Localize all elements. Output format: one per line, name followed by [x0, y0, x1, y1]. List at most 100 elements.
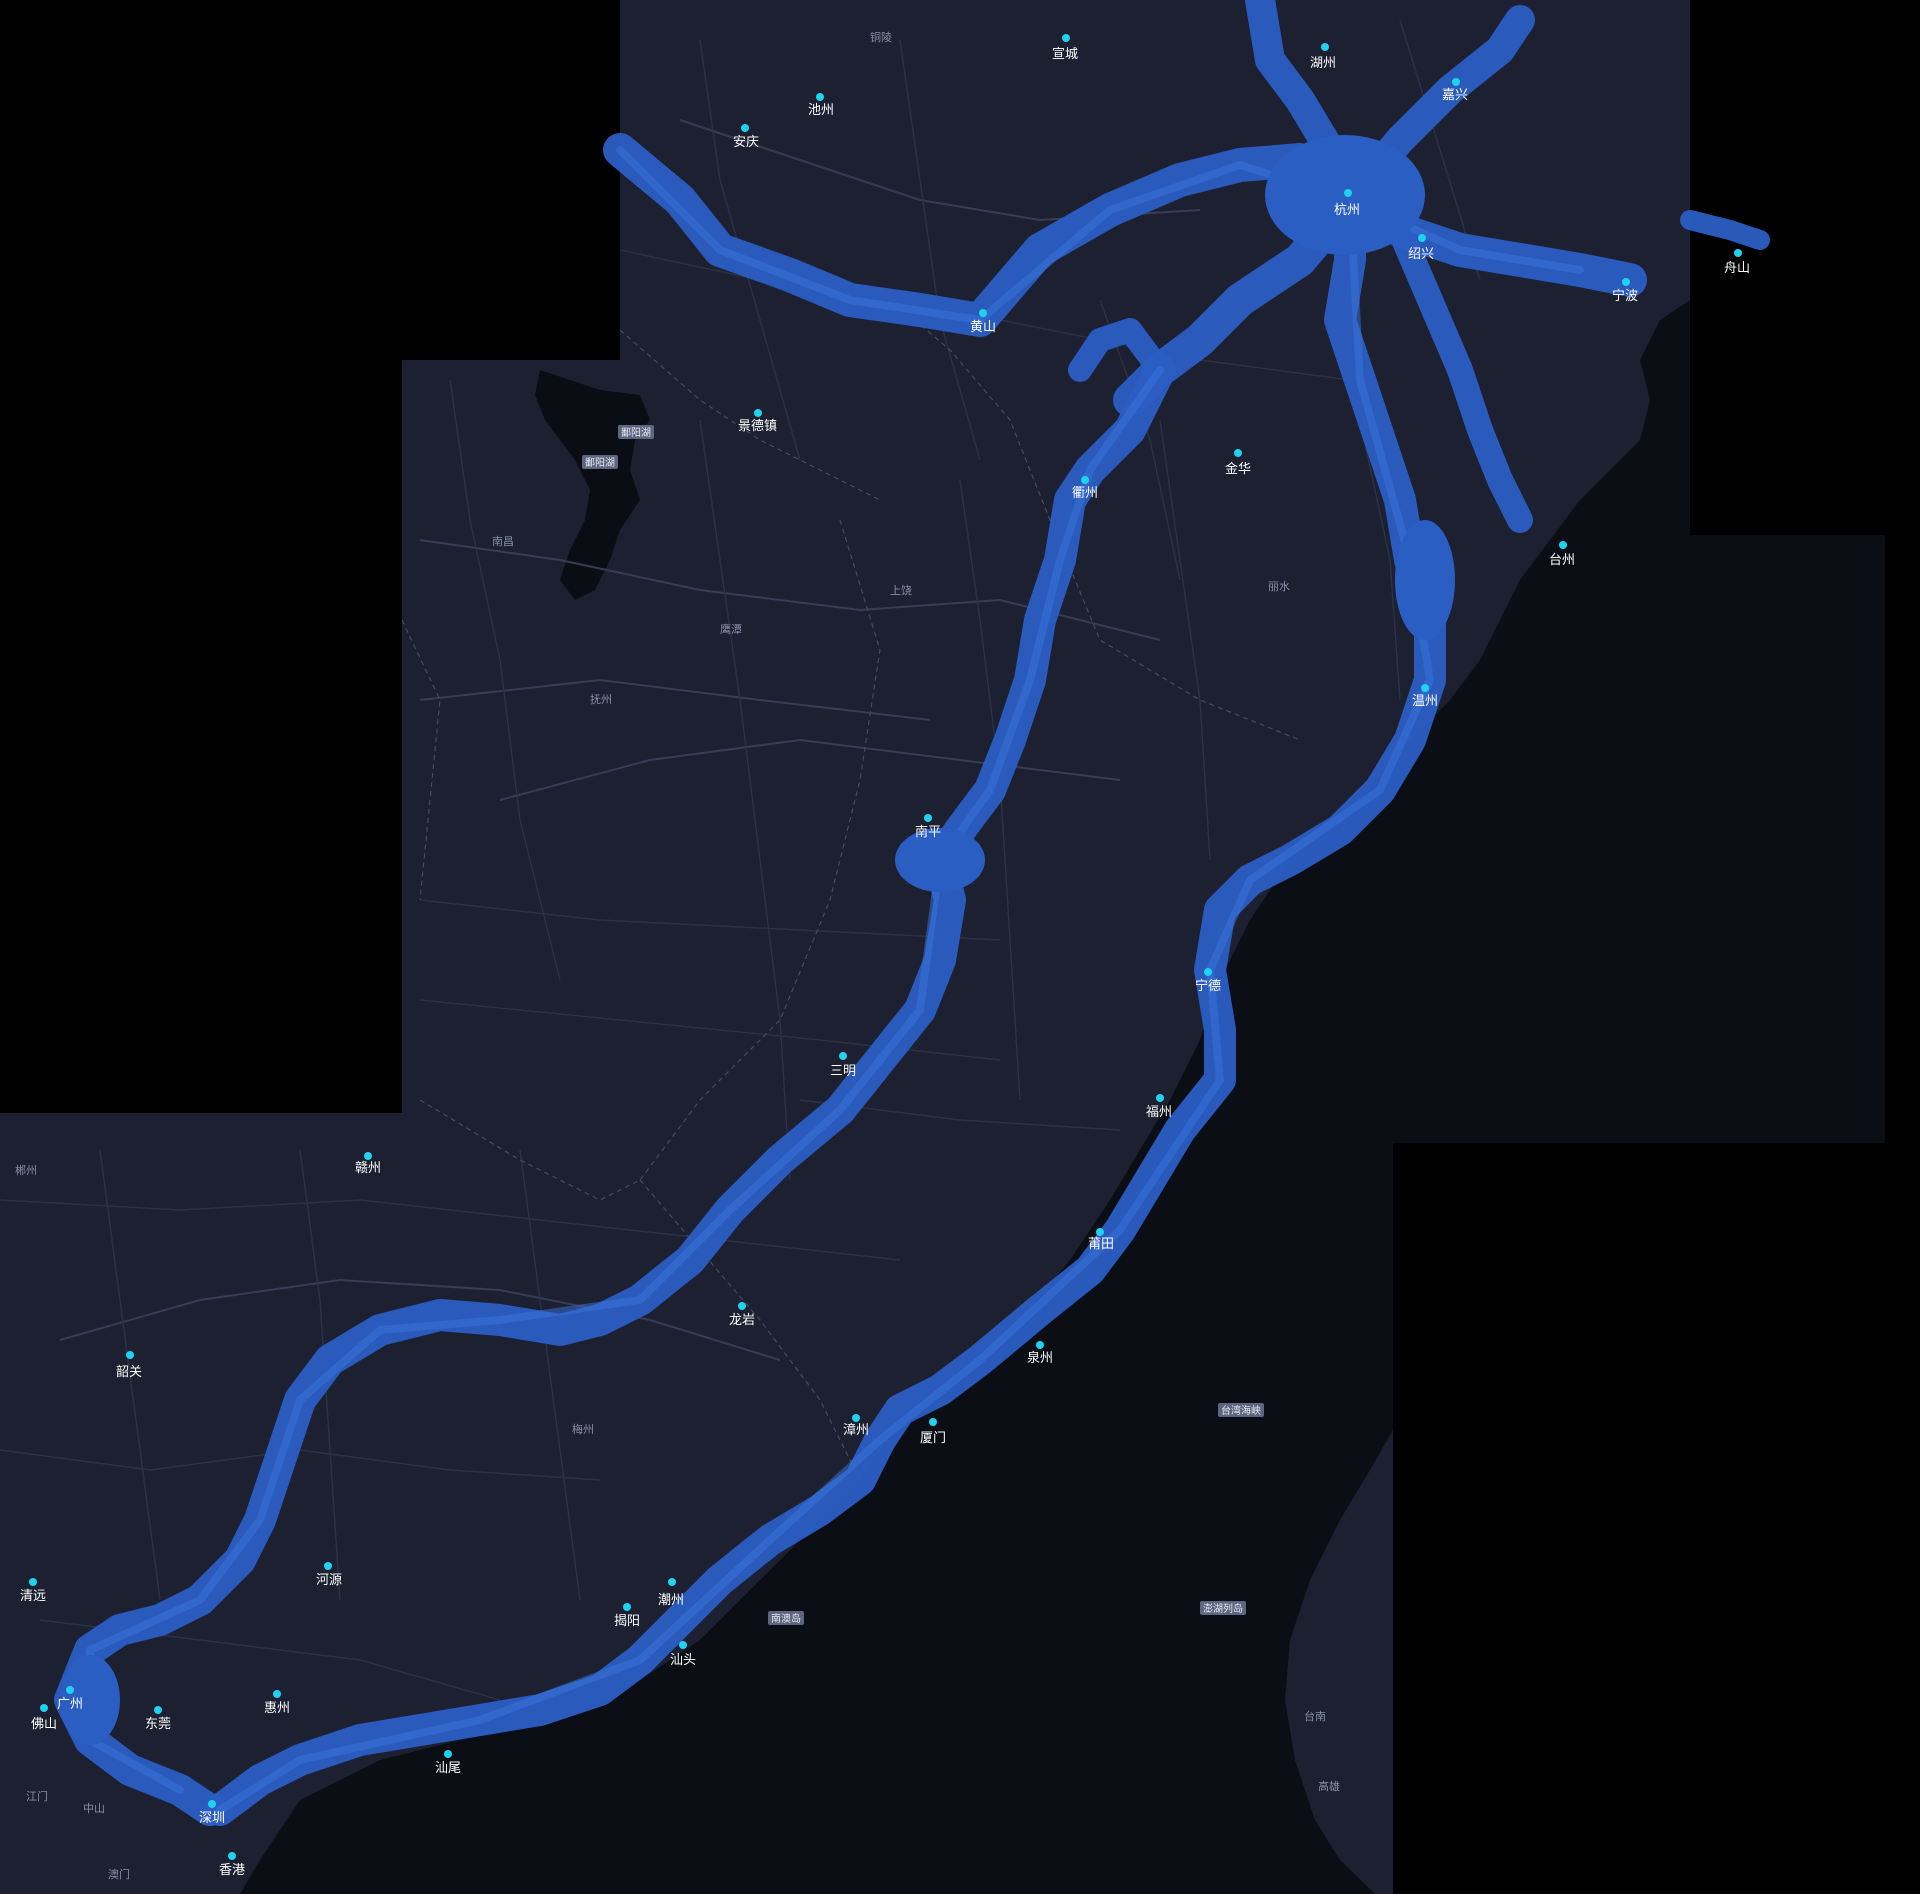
city-heyuan[interactable]: 河源	[316, 1562, 342, 1588]
minor-label: 高雄	[1318, 1779, 1340, 1793]
city-label: 揭阳	[614, 1614, 640, 1629]
city-huizhou[interactable]: 惠州	[264, 1690, 290, 1716]
city-dot	[208, 1800, 216, 1808]
city-dot	[364, 1152, 372, 1160]
city-dot	[1096, 1228, 1104, 1236]
city-dot	[1204, 968, 1212, 976]
city-foshan[interactable]: 佛山	[31, 1704, 57, 1732]
city-shantou[interactable]: 汕头	[670, 1641, 696, 1668]
city-dot	[754, 409, 762, 417]
city-ningbo[interactable]: 宁波	[1612, 278, 1638, 304]
minor-label: 澳门	[108, 1867, 130, 1881]
minor-label: 抚州	[590, 692, 612, 706]
city-label: 台州	[1549, 553, 1575, 568]
city-label: 香港	[219, 1863, 245, 1878]
city-label: 杭州	[1334, 203, 1360, 218]
city-dot	[1081, 476, 1089, 484]
city-dot	[40, 1704, 48, 1712]
city-label: 舟山	[1724, 261, 1750, 276]
city-dot	[1062, 34, 1070, 42]
city-label: 安庆	[733, 135, 759, 150]
city-jinhua[interactable]: 金华	[1225, 449, 1251, 477]
city-shaoguan[interactable]: 韶关	[116, 1351, 142, 1380]
city-dongguan[interactable]: 东莞	[145, 1706, 171, 1732]
city-jingdezhen[interactable]: 景德镇	[738, 409, 777, 434]
city-zhangzhou[interactable]: 漳州	[843, 1414, 869, 1438]
city-dot	[816, 93, 824, 101]
city-qingyuan[interactable]: 清远	[20, 1578, 46, 1604]
city-label: 韶关	[116, 1364, 142, 1380]
city-taizhou[interactable]: 台州	[1549, 541, 1575, 568]
city-label: 福州	[1146, 1105, 1172, 1120]
city-putian[interactable]: 莆田	[1088, 1228, 1114, 1252]
boxed-label: 南澳岛	[768, 1611, 804, 1625]
city-fuzhou[interactable]: 福州	[1146, 1094, 1172, 1120]
minor-label: 江门	[26, 1789, 48, 1803]
city-label: 金华	[1225, 461, 1251, 477]
city-dot	[324, 1562, 332, 1570]
city-quzhou[interactable]: 衢州	[1072, 476, 1098, 501]
city-zhoushan[interactable]: 舟山	[1724, 249, 1750, 276]
minor-label: 铜陵	[870, 30, 892, 44]
city-dot	[1156, 1094, 1164, 1102]
city-dot	[679, 1641, 687, 1649]
city-dot	[1234, 449, 1242, 457]
boxed-label: 鄱阳湖	[582, 455, 618, 469]
city-label: 佛山	[31, 1717, 57, 1732]
city-dot	[929, 1418, 937, 1426]
city-label: 龙岩	[729, 1313, 755, 1328]
city-xiamen[interactable]: 厦门	[920, 1418, 946, 1446]
boxed-label: 台湾海峡	[1218, 1403, 1264, 1417]
city-dot	[668, 1578, 676, 1586]
city-anqing[interactable]: 安庆	[733, 124, 759, 150]
city-chaozhou[interactable]: 潮州	[658, 1578, 684, 1608]
city-label: 汕尾	[435, 1761, 461, 1776]
city-wenzhou[interactable]: 温州	[1412, 684, 1438, 709]
city-dot	[1321, 43, 1329, 51]
guangzhou-coverage-blob	[60, 1655, 120, 1745]
city-label: 温州	[1412, 694, 1438, 709]
city-shenzhen[interactable]: 深圳	[199, 1800, 225, 1826]
city-label: 广州	[57, 1697, 83, 1712]
minor-label: 上饶	[890, 584, 912, 597]
svg-text:鄱阳湖: 鄱阳湖	[621, 426, 651, 439]
city-huangshan[interactable]: 黄山	[970, 309, 996, 335]
city-sanming[interactable]: 三明	[830, 1052, 856, 1079]
boxed-label: 鄱阳湖	[618, 425, 654, 439]
city-label: 宣城	[1052, 46, 1078, 62]
city-jieyang[interactable]: 揭阳	[614, 1603, 640, 1629]
city-dot	[1559, 541, 1567, 549]
city-nanping[interactable]: 南平	[915, 814, 941, 840]
city-ganzhou[interactable]: 赣州	[355, 1152, 381, 1176]
city-shanwei[interactable]: 汕尾	[435, 1750, 461, 1776]
city-jiaxing[interactable]: 嘉兴	[1442, 78, 1468, 103]
city-dot	[924, 814, 932, 822]
city-dot	[1344, 189, 1352, 197]
nanping-coverage-blob	[895, 828, 985, 892]
boxed-label: 澎湖列岛	[1200, 1601, 1246, 1615]
city-dot	[1452, 78, 1460, 86]
minor-label: 梅州	[572, 1422, 594, 1436]
city-chizhou[interactable]: 池州	[808, 93, 834, 118]
city-guangzhou[interactable]: 广州	[57, 1686, 83, 1712]
minor-label: 鹰潭	[720, 622, 742, 636]
city-ningde[interactable]: 宁德	[1195, 968, 1221, 994]
city-hongkong[interactable]: 香港	[219, 1852, 245, 1878]
city-huzhou[interactable]: 湖州	[1310, 43, 1336, 71]
city-label: 清远	[20, 1589, 46, 1604]
city-label: 深圳	[199, 1811, 225, 1826]
city-dot	[273, 1690, 281, 1698]
city-dot	[66, 1686, 74, 1694]
city-shaoxing[interactable]: 绍兴	[1408, 234, 1434, 262]
city-xuancheng[interactable]: 宣城	[1052, 34, 1078, 62]
minor-label: 台南	[1304, 1709, 1326, 1723]
svg-text:鄱阳湖: 鄱阳湖	[585, 456, 615, 469]
city-quanzhou[interactable]: 泉州	[1027, 1341, 1053, 1366]
city-dot	[29, 1578, 37, 1586]
city-dot	[228, 1852, 236, 1860]
city-hangzhou[interactable]: 杭州	[1334, 189, 1360, 218]
minor-label: 郴州	[15, 1163, 37, 1177]
city-longyan[interactable]: 龙岩	[729, 1302, 755, 1328]
coverage-corridor	[54, 0, 1770, 1826]
